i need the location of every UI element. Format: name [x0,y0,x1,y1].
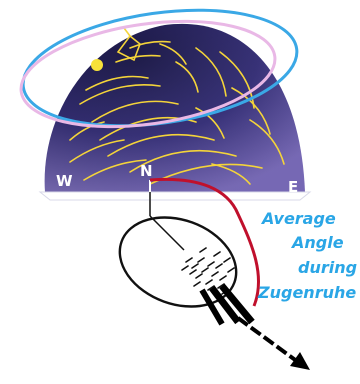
caption-line-angle: Angle [290,233,344,252]
caption-line-average: Average [260,209,336,228]
compass-north-label: N [140,162,153,180]
heading-arrow-shaft [236,316,300,364]
caption-line-zugenruhe: Zugenruhe [257,283,356,302]
heading-wedge [199,283,255,326]
constellation-marker [116,27,141,62]
orientation-cage [118,216,238,308]
sky-dome-shade [44,23,305,193]
ground-base [38,191,312,201]
compass-east-label: E [288,178,298,196]
compass-west-label: W [56,172,73,190]
sun-icon [91,59,103,71]
bird-orientation-marks [181,247,235,295]
north-to-cluster-line [149,215,185,251]
inner-sky-ring [19,19,277,129]
arrow-down-right-icon [290,352,310,370]
average-angle-arc [149,177,261,307]
caption-line-during: during [298,258,357,277]
